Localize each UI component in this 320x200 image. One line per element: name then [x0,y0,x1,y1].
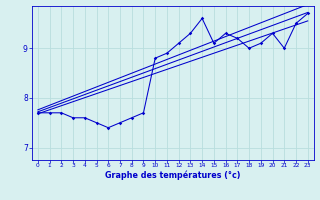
X-axis label: Graphe des températures (°c): Graphe des températures (°c) [105,171,241,180]
